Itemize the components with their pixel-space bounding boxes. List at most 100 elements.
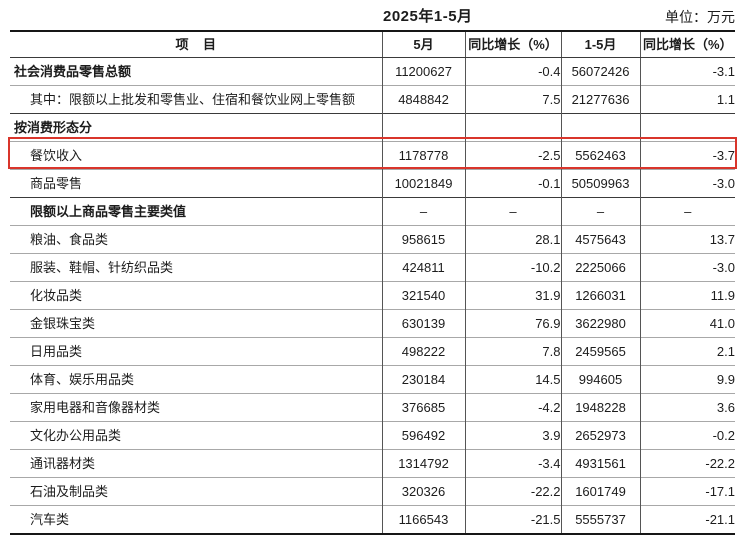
cell-jan-may: 5555737	[560, 505, 640, 534]
cell-may: 1178778	[381, 141, 465, 170]
cell-jan-may	[560, 113, 640, 142]
table-row: 粮油、食品类 958615 28.1 4575643 13.7	[10, 225, 735, 254]
row-label: 社会消费品零售总额	[14, 64, 132, 79]
row-label: 限额以上商品零售主要类值	[10, 197, 382, 226]
cell-jan-may-yoy: -0.2	[639, 421, 735, 450]
row-label: 文化办公用品类	[10, 421, 382, 450]
row-label: 餐饮收入	[10, 141, 382, 170]
cell-jan-may-yoy: -22.2	[639, 449, 735, 478]
cell-jan-may-yoy: 1.1	[639, 85, 735, 114]
table-header: 项 目 5月 同比增长（%） 1-5月 同比增长（%）	[10, 31, 735, 58]
cell-jan-may: 3622980	[560, 309, 640, 338]
cell-jan-may-yoy: -3.7	[639, 141, 735, 170]
cell-may: 10021849	[381, 169, 465, 198]
cell-jan-may-yoy: 11.9	[639, 281, 735, 310]
cell-may: 596492	[381, 421, 465, 450]
cell-may-yoy: 76.9	[464, 309, 561, 338]
cell-jan-may: 1948228	[560, 393, 640, 422]
table-row: 金银珠宝类 630139 76.9 3622980 41.0	[10, 309, 735, 338]
cell-jan-may-yoy: -3.0	[639, 253, 735, 282]
table-row: 石油及制品类 320326 -22.2 1601749 -17.1	[10, 477, 735, 506]
cell-may: 1166543	[381, 505, 465, 534]
row-label: 其中：限额以上批发和零售业、住宿和餐饮业网上零售额	[10, 85, 382, 114]
cell-jan-may-yoy: 2.1	[639, 337, 735, 366]
cell-may: 958615	[381, 225, 465, 254]
cell-may: 1314792	[381, 449, 465, 478]
row-label: 按消费形态分	[10, 113, 382, 142]
cell-jan-may: 4575643	[560, 225, 640, 254]
cell-may: 321540	[381, 281, 465, 310]
cell-jan-may: 2459565	[560, 337, 640, 366]
cell-may-yoy: 31.9	[464, 281, 561, 310]
cell-may-yoy: -22.2	[464, 477, 561, 506]
row-label: 商品零售	[10, 169, 382, 198]
retail-stats-table-wrap: 项 目 5月 同比增长（%） 1-5月 同比增长（%） 社会消费品零售总额 1120062…	[10, 30, 735, 535]
row-label: 化妆品类	[10, 281, 382, 310]
cell-jan-may: 2225066	[560, 253, 640, 282]
row-label: 粮油、食品类	[10, 225, 382, 254]
table-row: 家用电器和音像器材类 376685 -4.2 1948228 3.6	[10, 393, 735, 422]
row-label: 通讯器材类	[10, 449, 382, 478]
cell-jan-may-yoy: -17.1	[639, 477, 735, 506]
row-label: 家用电器和音像器材类	[10, 393, 382, 422]
row-label: 金银珠宝类	[10, 309, 382, 338]
cell-jan-may: 56072426	[560, 57, 640, 86]
cell-jan-may: 994605	[560, 365, 640, 394]
cell-may-yoy: 7.5	[464, 85, 561, 114]
column-header-3: 1-5月	[560, 31, 640, 58]
column-header-4: 同比增长（%）	[639, 31, 735, 58]
table-row: 按消费形态分	[10, 113, 735, 142]
table-row: 文化办公用品类 596492 3.9 2652973 -0.2	[10, 421, 735, 450]
cell-may-yoy: 7.8	[464, 337, 561, 366]
cell-may-yoy: -2.5	[464, 141, 561, 170]
cell-jan-may-yoy: 13.7	[639, 225, 735, 254]
page-title: 2025年1-5月	[383, 8, 473, 25]
cell-jan-may-yoy: 3.6	[639, 393, 735, 422]
cell-jan-may: 2652973	[560, 421, 640, 450]
cell-jan-may: 21277636	[560, 85, 640, 114]
cell-jan-may-yoy: -3.1	[639, 57, 735, 86]
table-row-highlighted: 餐饮收入 1178778 -2.5 5562463 -3.7	[10, 141, 735, 170]
cell-may-yoy: –	[464, 197, 561, 226]
cell-may: 230184	[381, 365, 465, 394]
cell-jan-may-yoy: –	[639, 197, 735, 226]
cell-jan-may: 5562463	[560, 141, 640, 170]
cell-jan-may: 1601749	[560, 477, 640, 506]
cell-may: 498222	[381, 337, 465, 366]
cell-may-yoy: -3.4	[464, 449, 561, 478]
table-row: 其中：限额以上批发和零售业、住宿和餐饮业网上零售额 4848842 7.5 21277…	[10, 85, 735, 114]
cell-may: 376685	[381, 393, 465, 422]
cell-jan-may: 50509963	[560, 169, 640, 198]
cell-may: 630139	[381, 309, 465, 338]
cell-may: 424811	[381, 253, 465, 282]
row-label: 汽车类	[10, 505, 382, 534]
cell-jan-may-yoy: -21.1	[639, 505, 735, 534]
cell-may-yoy: 28.1	[464, 225, 561, 254]
table-row: 商品零售 10021849 -0.1 50509963 -3.0	[10, 169, 735, 198]
cell-may-yoy: -4.2	[464, 393, 561, 422]
cell-may-yoy: -0.4	[464, 57, 561, 86]
cell-may-yoy	[464, 113, 561, 142]
cell-jan-may: 4931561	[560, 449, 640, 478]
cell-may: 4848842	[381, 85, 465, 114]
cell-jan-may-yoy: 9.9	[639, 365, 735, 394]
cell-may: 320326	[381, 477, 465, 506]
table-row: 通讯器材类 1314792 -3.4 4931561 -22.2	[10, 449, 735, 478]
cell-jan-may-yoy: 41.0	[639, 309, 735, 338]
cell-jan-may-yoy	[639, 113, 735, 142]
cell-jan-may-yoy: -3.0	[639, 169, 735, 198]
cell-may-yoy: -10.2	[464, 253, 561, 282]
row-label: 日用品类	[10, 337, 382, 366]
table-row: 日用品类 498222 7.8 2459565 2.1	[10, 337, 735, 366]
cell-may-yoy: -0.1	[464, 169, 561, 198]
row-label: 石油及制品类	[10, 477, 382, 506]
table-row: 体育、娱乐用品类 230184 14.5 994605 9.9	[10, 365, 735, 394]
cell-may-yoy: 3.9	[464, 421, 561, 450]
cell-may-yoy: -21.5	[464, 505, 561, 534]
cell-may: –	[381, 197, 465, 226]
cell-jan-may: 1266031	[560, 281, 640, 310]
column-header-2: 同比增长（%）	[464, 31, 561, 58]
retail-stats-table: 项 目 5月 同比增长（%） 1-5月 同比增长（%） 社会消费品零售总额 1120062…	[10, 30, 735, 535]
table-header-row: 项 目 5月 同比增长（%） 1-5月 同比增长（%）	[10, 31, 735, 58]
